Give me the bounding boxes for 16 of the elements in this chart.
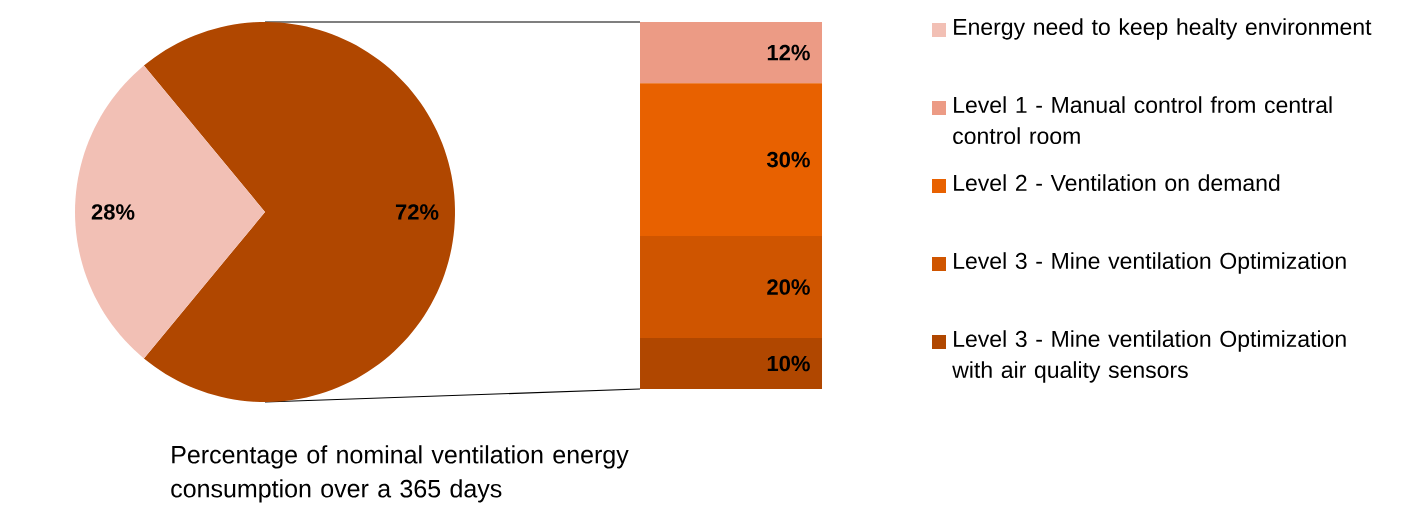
bar	[640, 22, 823, 84]
legend-label: Energy need to keep healty environment	[954, 18, 1372, 40]
legend-label: Level 2 - Ventilation on demand	[954, 174, 1280, 192]
data-label: 30%	[766, 151, 810, 168]
data-label: 12%	[767, 44, 810, 61]
legend-label: Level 3 - Mine ventilation Optimization	[954, 252, 1346, 274]
data-label: 20%	[767, 279, 810, 295]
bar	[640, 338, 823, 389]
legend-label: Level 1 - Manual control from central control room	[953, 96, 1332, 145]
bar	[640, 83, 823, 237]
legend-label: Level 3 - Mine ventilation Optimization with air quality sensors	[952, 330, 1346, 383]
text: Percentage of nominal ventilation energy consumption over a 365 days	[171, 445, 629, 503]
bar	[640, 236, 823, 339]
data-label: 72%	[395, 204, 439, 220]
data-label: 10%	[767, 355, 810, 372]
data-label: 28%	[91, 204, 135, 220]
